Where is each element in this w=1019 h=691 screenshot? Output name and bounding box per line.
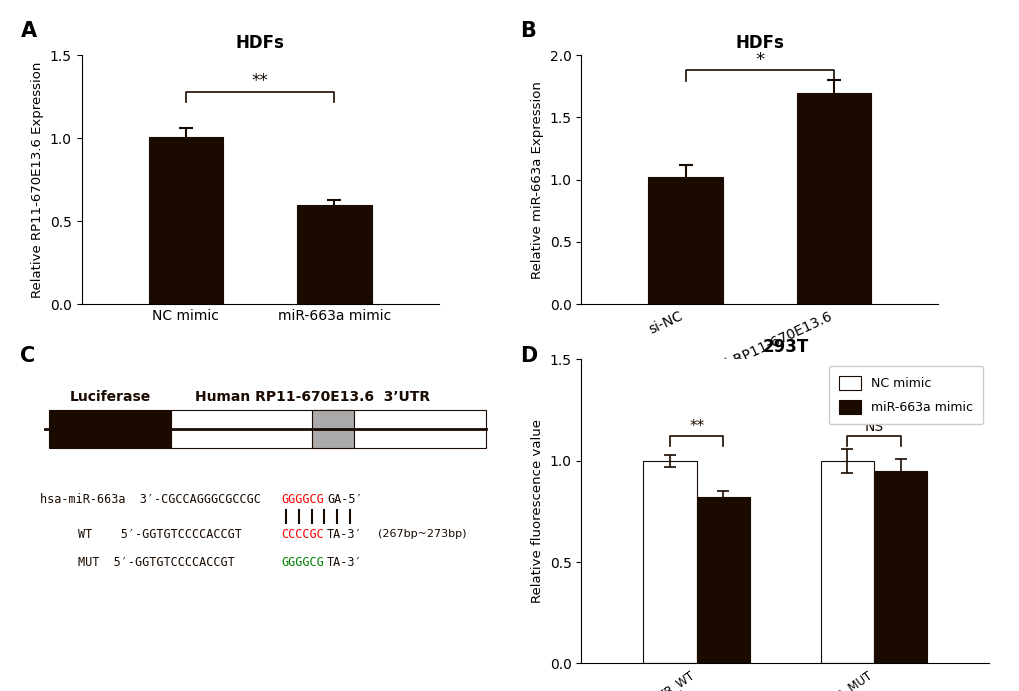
Bar [171,410,485,448]
Y-axis label: Relative RP11-670E13.6 Expression: Relative RP11-670E13.6 Expression [32,61,44,298]
Text: B: B [520,21,536,41]
Text: GGGGCG: GGGGCG [281,493,324,506]
Bar [796,93,870,304]
Bar [820,461,873,663]
Text: MUT  5′-GGTGTCCCCACCGT: MUT 5′-GGTGTCCCCACCGT [77,556,234,569]
Text: GGGGCG: GGGGCG [281,556,324,569]
Y-axis label: Relative fluorescence value: Relative fluorescence value [531,419,543,603]
Text: WT    5′-GGTGTCCCCACCGT: WT 5′-GGTGTCCCCACCGT [77,528,242,540]
Text: **: ** [252,72,268,90]
Text: TA-3′: TA-3′ [327,556,363,569]
Text: CCCCGC: CCCCGC [281,528,324,540]
Text: A: A [20,21,37,41]
Bar [648,177,722,304]
Bar [873,471,926,663]
Title: 293T: 293T [761,339,808,357]
Text: C: C [20,346,36,366]
Bar [312,410,354,448]
Text: D: D [520,346,537,366]
Text: Luciferase: Luciferase [69,390,151,404]
Title: HDFs: HDFs [235,35,284,53]
Text: (267bp~273bp): (267bp~273bp) [377,529,466,539]
Text: *: * [755,51,763,69]
Text: GA-5′: GA-5′ [327,493,363,506]
Bar [643,461,696,663]
Bar [149,137,223,304]
Bar [696,497,749,663]
Bar [297,205,371,304]
Text: NS: NS [864,420,882,435]
Text: TA-3′: TA-3′ [327,528,363,540]
Text: **: ** [689,419,704,435]
Legend: NC mimic, miR-663a mimic: NC mimic, miR-663a mimic [827,366,982,424]
Text: hsa-miR-663a  3′-CGCCAGGGCGCCGC: hsa-miR-663a 3′-CGCCAGGGCGCCGC [40,493,261,506]
Text: Human RP11-670E13.6  3’UTR: Human RP11-670E13.6 3’UTR [195,390,429,404]
Title: HDFs: HDFs [735,35,784,53]
Bar [49,410,171,448]
Y-axis label: Relative miR-663a Expression: Relative miR-663a Expression [531,81,543,278]
